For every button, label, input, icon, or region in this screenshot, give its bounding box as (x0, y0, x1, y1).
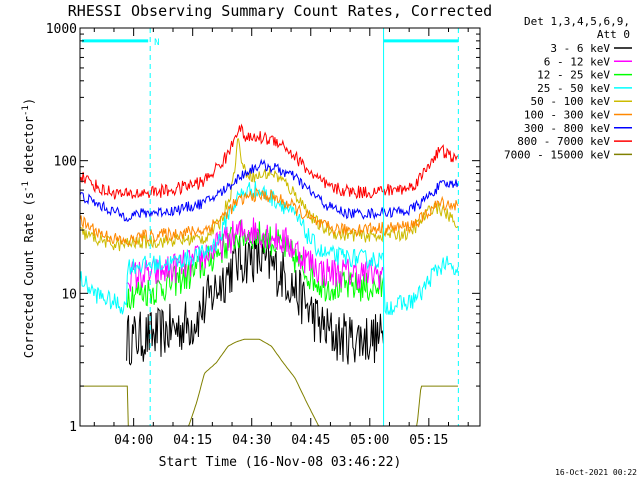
legend-entry-label: 800 - 7000 keV (517, 135, 610, 148)
x-axis-label: Start Time (16-Nov-08 03:46:22) (159, 455, 402, 470)
y-tick-label: 1000 (46, 22, 77, 37)
legend-entry-label: 6 - 12 keV (544, 55, 611, 68)
series-line-3-6keV (126, 235, 384, 366)
legend-entry-label: 100 - 300 keV (524, 109, 610, 122)
x-axis: 04:00 04:15 04:30 04:45 05:00 05:15 (93, 28, 469, 448)
legend-entry-label: 25 - 50 keV (537, 82, 610, 95)
y-tick-label: 100 (54, 155, 77, 170)
legend-header-line1: Det 1,3,4,5,6,9, (524, 15, 630, 28)
series-line-100-300keV (79, 187, 459, 246)
attenuator-layer: N (82, 38, 459, 48)
x-tick-label: 04:15 (173, 433, 212, 448)
y-tick-label: 10 (61, 287, 77, 302)
series-line-50-100keV (79, 138, 459, 252)
series-line-800-7000keV (79, 123, 459, 200)
chart-title: RHESSI Observing Summary Count Rates, Co… (68, 2, 492, 20)
attenuator-bar-label: N (154, 38, 159, 48)
footer-timestamp: 16-Oct-2021 00:22 (555, 468, 637, 477)
x-tick-label: 04:30 (232, 433, 271, 448)
y-axis: 1 10 100 1000 (46, 22, 480, 435)
x-tick-label: 05:00 (350, 433, 389, 448)
legend-entry-label: 7000 - 15000 keV (504, 148, 610, 161)
legend-entry-label: 3 - 6 keV (550, 42, 610, 55)
legend-entry-label: 12 - 25 keV (537, 69, 610, 82)
series-line-300-800keV (79, 158, 459, 222)
x-tick-label: 04:45 (291, 433, 330, 448)
y-tick-label: 1 (69, 420, 77, 435)
legend-header-line2: Att 0 (597, 28, 630, 41)
x-tick-label: 04:00 (114, 433, 153, 448)
legend-entry-label: 50 - 100 keV (531, 95, 611, 108)
legend-entry-label: 300 - 800 keV (524, 122, 610, 135)
y-axis-label: Corrected Count Rate (s-1 detector-1) (21, 98, 36, 358)
x-tick-label: 05:15 (409, 433, 448, 448)
plot-frame (79, 27, 481, 427)
series-line-6-12keV (126, 217, 384, 292)
